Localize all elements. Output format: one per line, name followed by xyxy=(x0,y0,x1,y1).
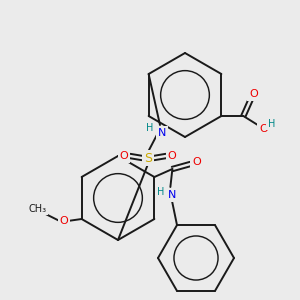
Text: O: O xyxy=(59,216,68,226)
Text: O: O xyxy=(249,89,258,99)
Text: O: O xyxy=(120,151,128,161)
Text: N: N xyxy=(158,128,166,138)
Text: H: H xyxy=(157,187,164,197)
Text: O: O xyxy=(192,157,201,167)
Text: CH₃: CH₃ xyxy=(28,204,47,214)
Text: H: H xyxy=(268,119,275,129)
Text: H: H xyxy=(146,123,154,133)
Text: N: N xyxy=(168,190,177,200)
Text: S: S xyxy=(144,152,152,164)
Text: O: O xyxy=(259,124,268,134)
Text: O: O xyxy=(168,151,176,161)
